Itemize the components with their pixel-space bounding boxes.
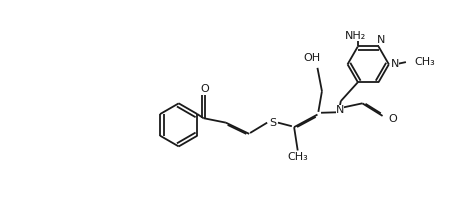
- Text: N: N: [391, 59, 399, 69]
- Text: CH₃: CH₃: [414, 57, 435, 67]
- Text: OH: OH: [303, 53, 320, 63]
- Text: O: O: [200, 83, 209, 94]
- Text: N: N: [336, 105, 344, 115]
- Text: S: S: [269, 118, 276, 128]
- Text: CH₃: CH₃: [287, 152, 308, 162]
- Text: O: O: [389, 114, 398, 124]
- Text: NH₂: NH₂: [345, 31, 366, 41]
- Text: N: N: [376, 35, 385, 45]
